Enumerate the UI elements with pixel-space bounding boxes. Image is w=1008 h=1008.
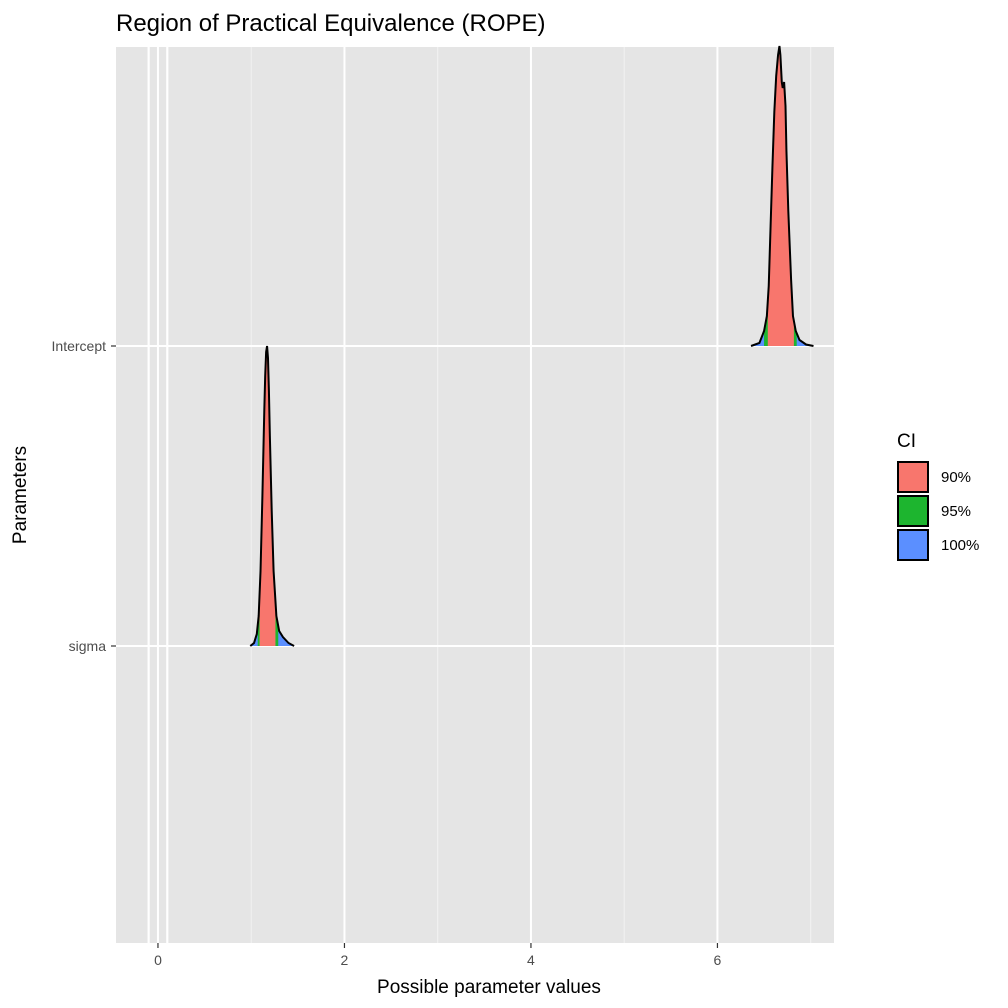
legend: CI 90% 95% 100% — [897, 431, 979, 561]
ci-90-area — [259, 346, 276, 646]
density-outline — [249, 345, 295, 647]
density-intercept — [750, 45, 814, 347]
x-axis-title: Possible parameter values — [377, 977, 601, 998]
density-curves — [249, 45, 814, 647]
legend-swatch — [897, 461, 929, 493]
legend-label: 100% — [941, 537, 979, 554]
x-tick-label: 4 — [527, 952, 535, 968]
legend-label: 95% — [941, 503, 971, 520]
chart-title: Region of Practical Equivalence (ROPE) — [116, 10, 546, 37]
plot-panel — [116, 47, 834, 943]
grid-lines — [116, 47, 834, 943]
legend-title: CI — [897, 431, 916, 452]
y-axis-title: Parameters — [10, 446, 31, 544]
x-tick-label: 2 — [341, 952, 349, 968]
legend-label: 90% — [941, 469, 971, 486]
x-tick-label: 0 — [154, 952, 162, 968]
legend-swatch — [897, 529, 929, 561]
y-tick-label: sigma — [69, 638, 107, 654]
x-tick-label: 6 — [714, 952, 722, 968]
y-tick-label: Intercept — [52, 338, 107, 354]
legend-swatch — [897, 495, 929, 527]
density-outline — [750, 45, 814, 347]
axes: 0 2 4 6 sigma Intercept — [52, 338, 722, 968]
density-sigma — [249, 345, 295, 647]
